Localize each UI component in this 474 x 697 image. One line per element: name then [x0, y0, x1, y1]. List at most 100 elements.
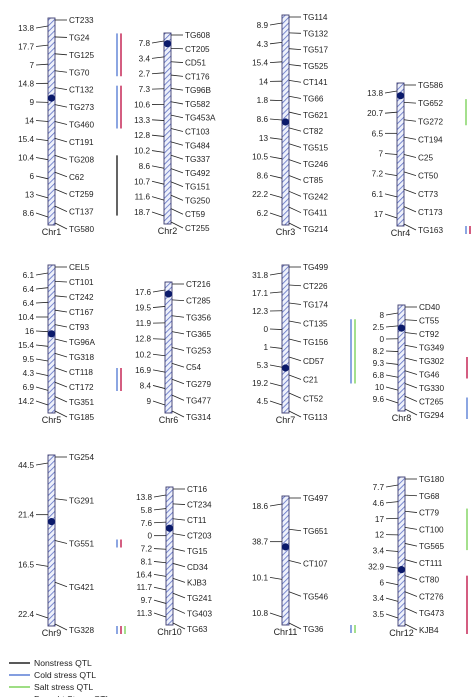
- chromosome-label: Chr4: [391, 228, 411, 238]
- distance-label: 10: [375, 383, 385, 392]
- distance-connector: [153, 561, 167, 564]
- marker-label: TG484: [185, 141, 210, 150]
- marker-label: CT118: [69, 368, 93, 377]
- marker-label: TG608: [185, 31, 210, 40]
- centromere-dot: [396, 92, 405, 100]
- distance-label: 18.7: [134, 208, 150, 217]
- marker-connector: [171, 299, 185, 302]
- distance-connector: [152, 306, 166, 308]
- marker-connector: [404, 526, 418, 530]
- marker-label: CT191: [69, 138, 94, 147]
- distance-connector: [269, 328, 283, 330]
- chromosome-bar: [164, 281, 173, 414]
- marker-label: CT79: [419, 509, 439, 518]
- distance-label: 8: [379, 311, 384, 320]
- distance-connector: [151, 165, 165, 169]
- distance-connector: [269, 291, 283, 294]
- marker-label: CT132: [69, 86, 94, 95]
- marker-label: TG68: [419, 492, 440, 501]
- distance-label: 17.6: [135, 288, 151, 297]
- marker-label: TG517: [303, 46, 328, 55]
- centromere-dot: [165, 524, 174, 532]
- distance-label: 14: [25, 117, 35, 126]
- marker-connector: [170, 208, 184, 215]
- distance-connector: [151, 40, 165, 44]
- marker-connector: [172, 548, 186, 552]
- marker-connector: [170, 88, 184, 91]
- distance-label: 2.5: [373, 323, 385, 332]
- marker-label: CT203: [187, 532, 212, 541]
- marker-connector: [54, 121, 68, 125]
- distance-connector: [385, 597, 399, 602]
- marker-label: CT11: [187, 516, 207, 525]
- legend-label: Nonstress QTL: [34, 658, 92, 668]
- distance-label: 6.8: [373, 371, 385, 380]
- chromosome-label: Chr11: [274, 627, 298, 637]
- marker-connector: [403, 223, 417, 231]
- marker-label: TG273: [69, 103, 94, 112]
- chromosome-chr1: CT233 TG24 TG125 TG70 CT132 TG273 TG460 CT191 TG…: [18, 16, 122, 237]
- distance-label: 16.9: [135, 366, 151, 375]
- marker-label: CT50: [418, 172, 438, 181]
- marker-connector: [404, 494, 418, 497]
- marker-label: CT107: [303, 560, 328, 569]
- marker-label: CT141: [303, 78, 328, 87]
- distance-label: 10.7: [134, 177, 150, 186]
- distance-connector: [269, 400, 283, 406]
- marker-label: CT167: [69, 308, 94, 317]
- distance-label: 8.4: [140, 381, 152, 390]
- marker-connector: [404, 607, 418, 614]
- marker-label: CT111: [419, 559, 443, 568]
- marker-connector: [172, 563, 186, 568]
- marker-label: TG96A: [69, 338, 95, 347]
- marker-connector: [172, 518, 186, 521]
- distance-connector: [35, 563, 49, 567]
- marker-label: CT194: [418, 135, 443, 144]
- distance-label: 13.3: [134, 116, 150, 125]
- marker-connector: [404, 344, 418, 348]
- marker-label: CT176: [185, 72, 210, 81]
- marker-label: TG586: [418, 81, 443, 90]
- marker-label: TG515: [303, 143, 328, 152]
- distance-connector: [152, 369, 166, 373]
- distance-label: 11.6: [135, 193, 151, 202]
- marker-label: TG70: [69, 68, 90, 77]
- marker-connector: [172, 503, 186, 505]
- chromosome-label: Chr5: [42, 415, 62, 425]
- marker-connector: [54, 396, 68, 403]
- distance-label: 6.5: [372, 129, 384, 138]
- marker-label: CT234: [187, 501, 212, 510]
- marker-label: TG241: [187, 594, 212, 603]
- marker-label: TG499: [303, 263, 328, 272]
- distance-label: 11.7: [137, 583, 153, 592]
- marker-label: CT93: [69, 323, 89, 332]
- distance-label: 4.5: [257, 397, 269, 406]
- marker-label: CT100: [419, 525, 444, 534]
- distance-connector: [35, 212, 49, 218]
- distance-label: 12.8: [135, 335, 151, 344]
- marker-connector: [288, 111, 302, 116]
- centromere-dot: [47, 94, 56, 102]
- marker-label: CEL5: [69, 263, 90, 272]
- marker-label: C62: [69, 173, 84, 182]
- marker-label: TG473: [419, 609, 444, 618]
- marker-label: TG318: [69, 353, 94, 362]
- marker-label: TG291: [69, 496, 94, 505]
- marker-label: TG174: [303, 301, 328, 310]
- distance-label: 17.7: [18, 43, 34, 52]
- distance-label: 4.6: [373, 499, 385, 508]
- marker-connector: [171, 315, 185, 318]
- distance-label: 7: [378, 150, 383, 159]
- distance-connector: [384, 90, 398, 94]
- distance-connector: [385, 350, 399, 352]
- distance-connector: [269, 212, 283, 218]
- marker-label: CT173: [418, 208, 443, 217]
- distance-connector: [35, 194, 49, 199]
- distance-label: 9: [146, 397, 151, 406]
- distance-label: 19.5: [135, 304, 151, 313]
- marker-connector: [170, 61, 184, 63]
- distance-label: 6.4: [23, 299, 35, 308]
- marker-connector: [170, 101, 184, 105]
- marker-connector: [54, 36, 68, 38]
- marker-connector: [54, 324, 68, 328]
